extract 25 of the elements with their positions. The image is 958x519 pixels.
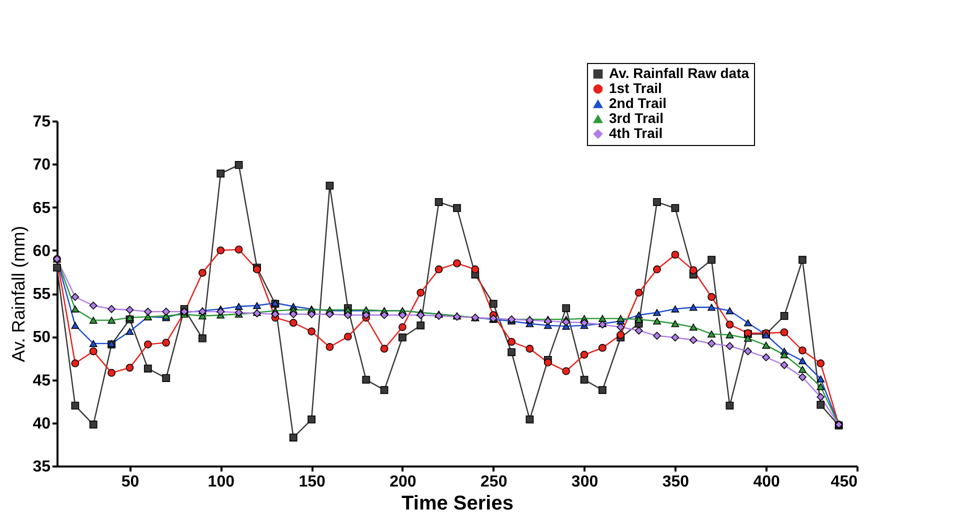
legend-label: 3rd Trail (609, 110, 664, 126)
y-tick-label: 45 (32, 372, 51, 390)
x-tick-label: 300 (571, 474, 598, 490)
x-tick-label: 250 (480, 474, 508, 490)
x-tick-label: 100 (208, 474, 235, 490)
y-tick-label: 75 (32, 114, 51, 130)
x-tick-label: 450 (830, 474, 858, 490)
y-tick-label: 70 (32, 156, 51, 174)
legend-label: 4th Trail (609, 125, 663, 141)
x-tick-label: 400 (753, 474, 780, 490)
x-axis-title: Time Series (402, 492, 514, 514)
y-tick-label: 60 (32, 242, 51, 260)
y-tick-label: 40 (32, 415, 51, 432)
y-tick-label: 35 (32, 458, 51, 476)
legend-label: 2nd Trail (609, 95, 667, 111)
y-tick-label: 55 (32, 286, 51, 303)
y-tick-label: 65 (32, 200, 51, 217)
y-tick-label: 50 (32, 329, 51, 346)
y-axis-title: Av. Rainfall (mm) (8, 226, 29, 362)
x-tick-label: 50 (121, 474, 140, 490)
legend-label: 1st Trail (609, 80, 662, 96)
legend-label: Av. Rainfall Raw data (609, 65, 750, 81)
x-tick-label: 200 (390, 474, 416, 490)
x-tick-label: 350 (662, 474, 690, 490)
x-tick-label: 150 (298, 474, 326, 490)
